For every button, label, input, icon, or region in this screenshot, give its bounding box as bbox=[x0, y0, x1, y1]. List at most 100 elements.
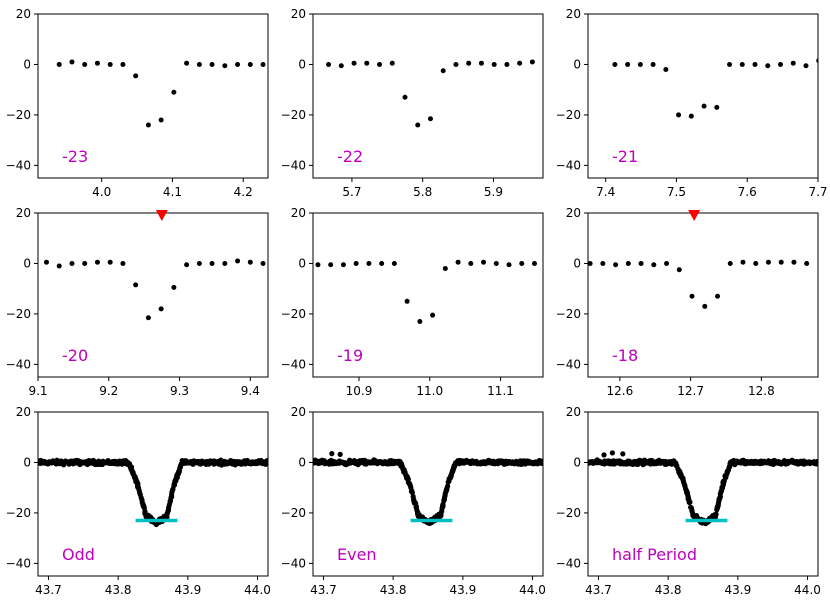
data-point bbox=[222, 260, 228, 266]
data-point bbox=[676, 267, 682, 273]
data-point bbox=[727, 61, 733, 67]
data-point bbox=[478, 60, 484, 66]
x-tick-label: 43.8 bbox=[380, 583, 407, 597]
data-point bbox=[506, 262, 512, 268]
data-point bbox=[765, 259, 771, 265]
data-point bbox=[777, 61, 783, 67]
outlier-point bbox=[601, 452, 607, 458]
data-point bbox=[169, 489, 175, 495]
data-point bbox=[171, 89, 177, 95]
x-tick-label: 9.4 bbox=[241, 384, 260, 398]
panel-label: Even bbox=[337, 545, 377, 564]
event-marker bbox=[155, 210, 168, 221]
data-point bbox=[389, 60, 395, 66]
data-point bbox=[364, 60, 370, 66]
data-point bbox=[120, 61, 126, 67]
data-point bbox=[366, 260, 372, 266]
x-tick-label: 12.6 bbox=[606, 384, 633, 398]
data-point bbox=[441, 497, 447, 503]
data-point bbox=[663, 67, 669, 73]
panel-label: -20 bbox=[62, 346, 88, 365]
data-point bbox=[427, 116, 433, 122]
event-marker bbox=[688, 210, 701, 221]
x-tick-label: 43.9 bbox=[449, 583, 476, 597]
data-point bbox=[404, 298, 410, 304]
data-point bbox=[715, 293, 721, 299]
panel-7: 20 0 −20 −40 43.7 43.8 43.9 44.0 Odd bbox=[6, 405, 271, 597]
data-point bbox=[196, 61, 202, 67]
y-tick-label: −40 bbox=[6, 556, 31, 570]
data-point bbox=[442, 492, 448, 499]
data-point bbox=[82, 260, 88, 266]
data-point bbox=[491, 61, 497, 67]
data-point bbox=[82, 61, 88, 67]
data-point bbox=[680, 476, 686, 482]
data-point bbox=[612, 61, 618, 67]
plot-area bbox=[326, 59, 535, 128]
axes-frame bbox=[587, 411, 819, 577]
x-tick-label: 43.7 bbox=[310, 583, 337, 597]
y-tick-label: 20 bbox=[566, 405, 581, 419]
plot-area bbox=[612, 58, 818, 119]
data-point bbox=[625, 260, 631, 266]
x-tick-label: 7.4 bbox=[596, 185, 615, 199]
data-point bbox=[129, 470, 136, 476]
data-point bbox=[166, 504, 172, 511]
data-point bbox=[401, 469, 407, 475]
axes-frame bbox=[37, 212, 269, 378]
y-tick-label: −40 bbox=[6, 357, 31, 371]
x-tick-label: 11.1 bbox=[487, 384, 514, 398]
data-point bbox=[715, 500, 722, 507]
data-point bbox=[391, 260, 397, 266]
x-tick-label: 11.0 bbox=[416, 384, 443, 398]
x-tick-label: 9.1 bbox=[28, 384, 47, 398]
data-point bbox=[493, 260, 499, 266]
data-point bbox=[209, 260, 215, 266]
data-point bbox=[765, 63, 771, 69]
y-tick-label: 0 bbox=[573, 455, 581, 469]
y-tick-label: 0 bbox=[298, 455, 306, 469]
panel-5: 20 0 −20 −40 10.9 11.0 11.1 -19 bbox=[281, 206, 544, 398]
data-point bbox=[56, 61, 62, 67]
x-tick-label: 9.2 bbox=[99, 384, 118, 398]
y-tick-label: −40 bbox=[556, 556, 581, 570]
data-point bbox=[664, 260, 670, 266]
x-tick-label: 44.0 bbox=[519, 583, 546, 597]
data-point bbox=[803, 63, 809, 69]
data-point bbox=[107, 61, 113, 67]
y-tick-label: 0 bbox=[23, 256, 31, 270]
data-point bbox=[517, 60, 523, 66]
x-tick-label: 43.9 bbox=[724, 583, 751, 597]
x-tick-label: 5.8 bbox=[413, 185, 432, 199]
data-point bbox=[402, 94, 408, 100]
y-tick-label: 20 bbox=[16, 206, 31, 220]
data-point bbox=[132, 475, 138, 481]
data-point bbox=[625, 61, 631, 67]
data-point bbox=[69, 260, 75, 266]
plot-area bbox=[38, 457, 268, 528]
data-point bbox=[504, 61, 510, 67]
x-tick-label: 5.7 bbox=[342, 185, 361, 199]
data-point bbox=[209, 61, 215, 67]
data-point bbox=[176, 467, 182, 473]
data-point bbox=[172, 478, 178, 484]
axes-frame bbox=[587, 212, 819, 378]
data-point bbox=[468, 260, 474, 266]
outlier-point bbox=[337, 451, 343, 457]
data-point bbox=[145, 122, 151, 128]
data-point bbox=[638, 260, 644, 266]
y-tick-label: −40 bbox=[6, 158, 31, 172]
panel-label: -21 bbox=[612, 147, 638, 166]
data-point bbox=[247, 61, 253, 67]
data-point bbox=[167, 498, 173, 504]
data-point bbox=[94, 60, 100, 66]
data-point bbox=[613, 262, 619, 268]
data-point bbox=[676, 112, 682, 118]
plot-area bbox=[588, 450, 818, 527]
data-point bbox=[440, 68, 446, 74]
y-tick-label: −40 bbox=[556, 158, 581, 172]
data-point bbox=[739, 61, 745, 67]
data-point bbox=[466, 60, 472, 66]
data-point bbox=[328, 262, 334, 268]
